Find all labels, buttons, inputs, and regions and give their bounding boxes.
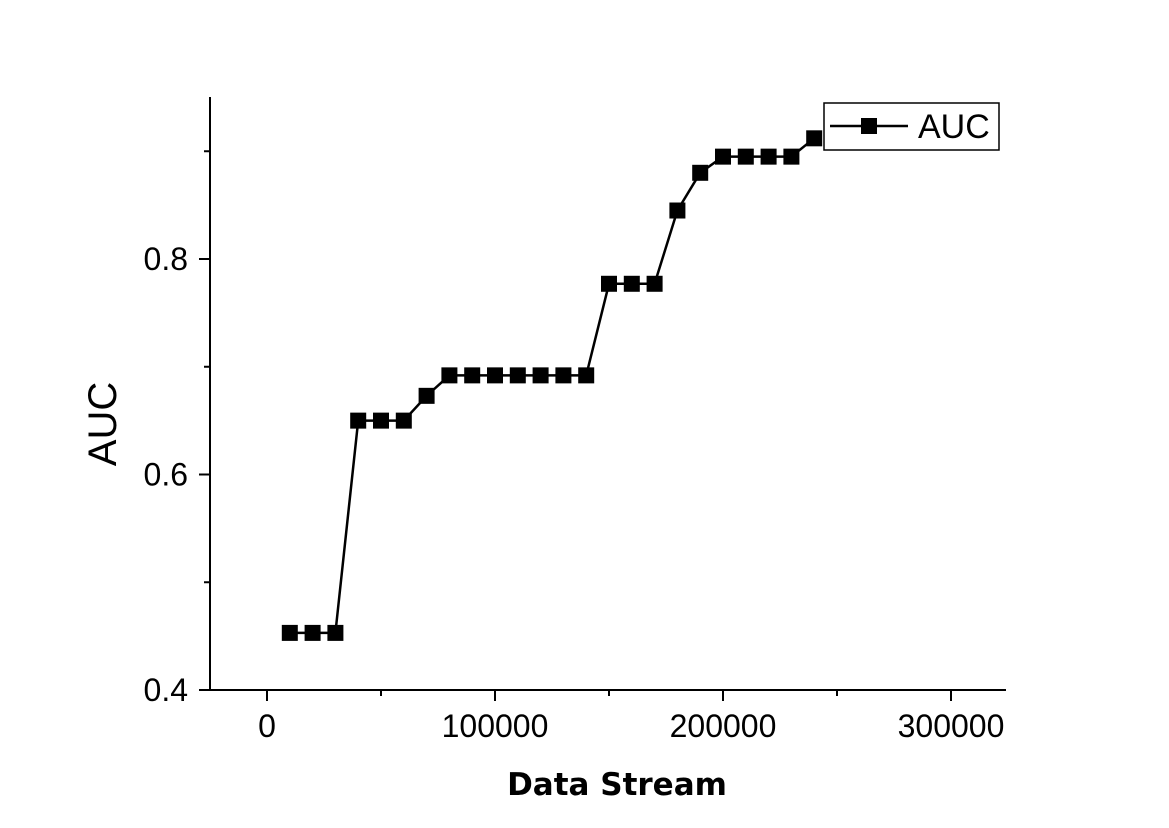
data-point [646,275,663,292]
axes [209,97,1006,691]
data-point [509,367,526,384]
x-axis-title: Data Stream [507,767,727,803]
data-point [601,275,617,292]
data-point [487,367,503,384]
data-point [806,130,823,147]
x-ticks: 0 100000 200000 300000 [258,690,1004,744]
data-point [760,148,777,165]
x-tick-label: 0 [258,708,276,744]
data-point [737,148,754,165]
data-point [304,624,321,641]
legend: AUC [823,102,1000,151]
legend-label: AUC [918,108,990,146]
x-tick-label: 200000 [670,708,777,744]
data-point [555,367,572,384]
data-point [669,202,686,219]
data-point [327,624,344,641]
data-point [578,367,595,384]
data-point [418,387,435,404]
data-point [783,148,800,165]
y-tick-label: 0.6 [144,457,188,493]
y-ticks: 0.4 0.6 0.8 [144,150,210,708]
data-point [350,412,367,429]
data-point [281,624,298,641]
series-layer [281,130,823,641]
data-point [623,275,640,292]
data-point [464,367,481,384]
data-point [715,148,731,165]
y-tick-label: 0.8 [144,241,188,277]
y-axis-title: AUC [81,382,125,466]
data-point [692,164,709,181]
legend-marker [861,118,877,134]
data-point [441,367,458,384]
series-line [289,137,815,635]
data-point [532,367,549,384]
x-tick-label: 100000 [442,708,549,744]
y-tick-label: 0.4 [144,672,188,708]
data-point [395,412,412,429]
x-tick-label: 300000 [898,708,1005,744]
data-point [373,412,389,429]
